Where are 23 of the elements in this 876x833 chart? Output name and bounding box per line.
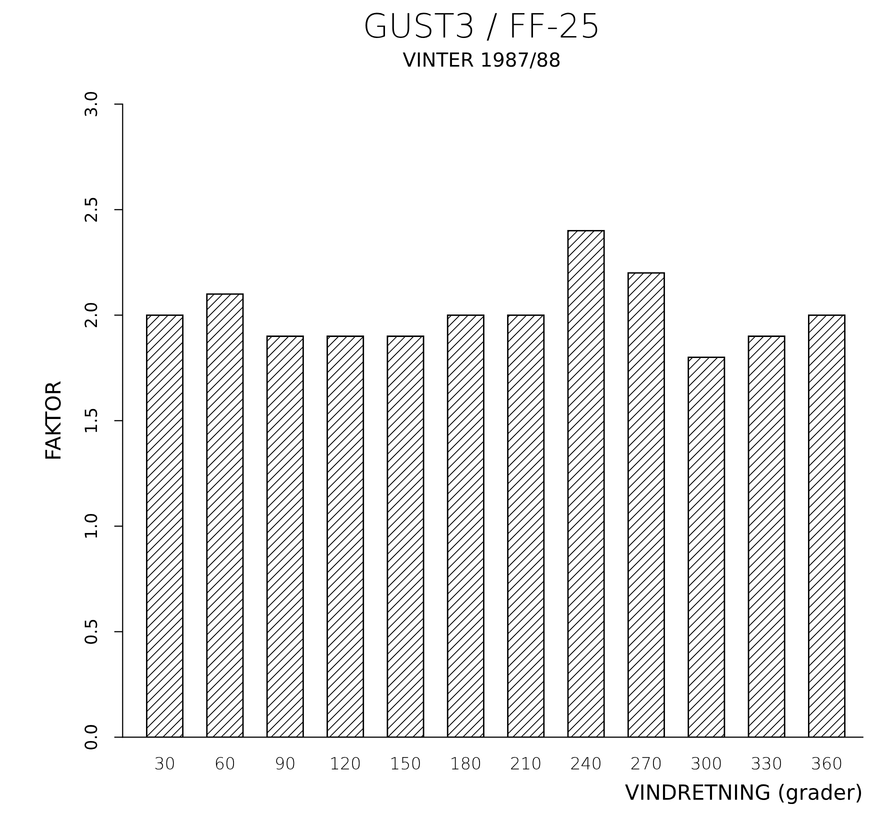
y-tick-label: 1.0	[84, 514, 98, 538]
x-tick-label: 270	[631, 756, 661, 770]
chart-title: GUST3 / FF-25	[366, 12, 598, 41]
y-axis-title: FAKTOR	[45, 381, 61, 459]
y-tick-label: 0.5	[84, 620, 98, 644]
x-tick-label: 240	[571, 756, 600, 770]
x-tick-label: 120	[331, 756, 360, 770]
x-tick-label: 150	[391, 756, 420, 770]
y-tick-label: 1.5	[84, 408, 98, 432]
y-tick-label: 2.0	[84, 303, 98, 328]
x-axis-title: VINDRETNING (grader)	[625, 784, 862, 804]
y-tick-label: 3.0	[84, 92, 98, 116]
x-tick-label: 360	[812, 756, 842, 770]
x-tick-label: 300	[692, 756, 721, 770]
x-tick-label: 60	[216, 756, 234, 770]
x-tick-label: 210	[511, 756, 540, 770]
chart-subtitle: VINTER 1987/88	[402, 52, 560, 68]
x-tick-label: 30	[155, 756, 174, 770]
y-tick-label: 0.0	[84, 725, 98, 750]
x-tick-label: 180	[452, 756, 480, 770]
x-tick-label: 330	[752, 756, 781, 770]
x-tick-label: 90	[276, 756, 294, 770]
y-tick-label: 2.5	[84, 198, 98, 222]
